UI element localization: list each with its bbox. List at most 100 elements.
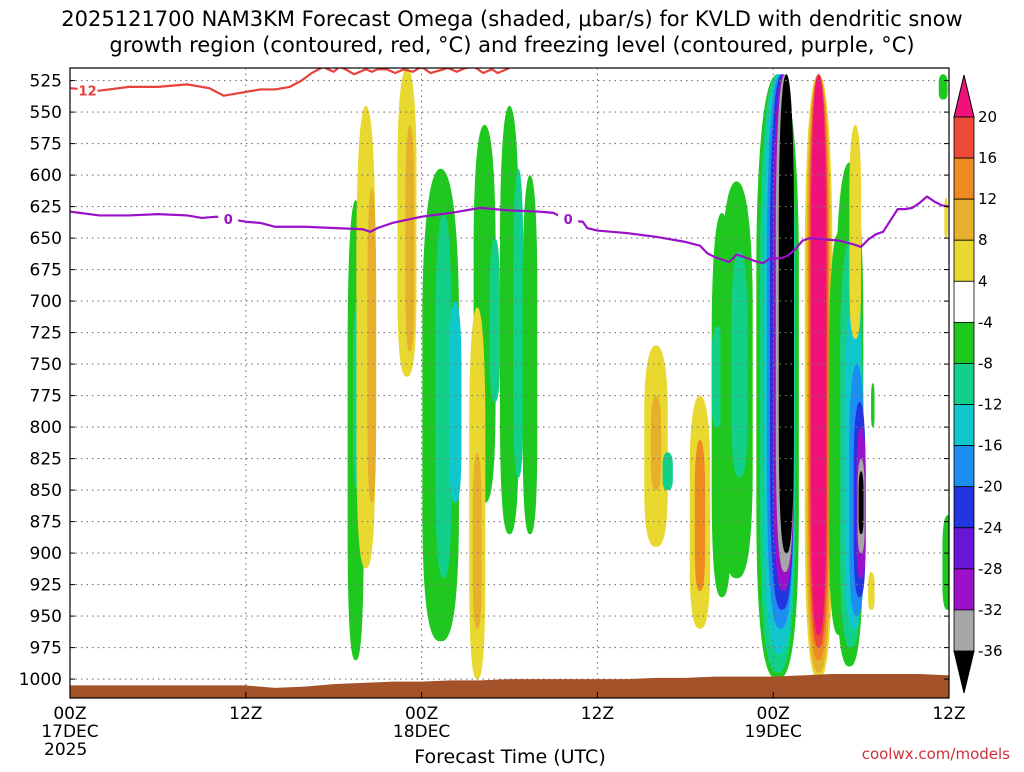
y-tick-label-15: 900 xyxy=(30,544,62,564)
omega-region-3 xyxy=(435,212,452,579)
colorbar-label-6: -8 xyxy=(978,354,993,372)
x-tick-date-4: 19DEC xyxy=(745,722,802,742)
omega-region-50 xyxy=(938,74,948,100)
colorbar-label-7: -12 xyxy=(978,396,1003,414)
y-tick-label-19: 1000 xyxy=(19,670,62,690)
contour-line-12-degC xyxy=(70,68,510,97)
omega-region-17 xyxy=(650,395,662,491)
plot-frame xyxy=(69,67,950,699)
y-tick-label-18: 975 xyxy=(30,639,62,659)
colorbar-label-12: -32 xyxy=(978,601,1003,619)
omega-region-24 xyxy=(731,250,748,478)
colorbar-bin-10 xyxy=(953,527,975,570)
y-tick-label-17: 950 xyxy=(30,607,62,627)
colorbar-label-11: -28 xyxy=(978,560,1003,578)
omega-shading xyxy=(347,68,949,680)
y-tick-label-10: 775 xyxy=(30,387,62,407)
colorbar-bin-4 xyxy=(953,280,975,323)
colorbar-bin-3 xyxy=(953,239,975,282)
omega-region-37 xyxy=(810,74,827,636)
y-tick-label-8: 725 xyxy=(30,324,62,344)
colorbar-top-triangle xyxy=(953,74,975,118)
y-tick-label-5: 650 xyxy=(30,229,62,249)
x-tick-label-3: 12Z xyxy=(581,704,614,724)
chart-title-line1: 2025121700 NAM3KM Forecast Omega (shaded… xyxy=(61,7,962,31)
colorbar-bin-8 xyxy=(953,445,975,488)
omega-region-6 xyxy=(489,238,500,402)
omega-region-15 xyxy=(472,452,482,629)
contour-label-bg-2 xyxy=(558,211,579,227)
omega-region-8 xyxy=(513,168,524,478)
contour-label-bg-1 xyxy=(218,211,239,227)
colorbar-bin-0 xyxy=(953,116,975,159)
chart-title-line2: growth region (contoured, red, °C) and f… xyxy=(109,33,914,57)
omega-region-48 xyxy=(871,383,875,428)
colorbar-bin-5 xyxy=(953,321,975,364)
colorbar-bin-1 xyxy=(953,157,975,200)
contour-line-0-degC xyxy=(70,195,949,265)
omega-region-47 xyxy=(849,124,862,339)
y-tick-label-3: 600 xyxy=(30,166,62,186)
x-tick-year-0: 2025 xyxy=(44,740,87,760)
y-tick-label-16: 925 xyxy=(30,576,62,596)
y-tick-label-11: 800 xyxy=(30,418,62,438)
omega-region-52 xyxy=(944,197,948,239)
contour-label-bg-0 xyxy=(77,82,98,98)
x-tick-label-5: 12Z xyxy=(932,704,965,724)
colorbar-label-4: 4 xyxy=(978,272,988,290)
terrain-fill xyxy=(70,674,949,698)
colorbar-label-2: 12 xyxy=(978,190,997,208)
omega-region-13 xyxy=(405,124,415,352)
colorbar-bin-12 xyxy=(953,609,975,652)
contour-label-0: 12 xyxy=(79,85,97,100)
omega-region-51 xyxy=(942,515,949,610)
colorbar-bin-11 xyxy=(953,568,975,611)
y-tick-label-1: 550 xyxy=(30,103,62,123)
omega-region-9 xyxy=(522,175,538,535)
contour-label-2: 0 xyxy=(564,213,573,228)
omega-region-19 xyxy=(694,439,706,591)
omega-region-11 xyxy=(367,187,377,503)
colorbar-label-1: 16 xyxy=(978,149,997,167)
y-tick-label-7: 700 xyxy=(30,292,62,312)
colorbar-bin-7 xyxy=(953,404,975,447)
colorbar-label-3: 8 xyxy=(978,231,988,249)
y-tick-label-12: 825 xyxy=(30,450,62,470)
contour-lines: 12 0 0 xyxy=(70,68,949,265)
y-tick-label-6: 675 xyxy=(30,261,62,281)
x-tick-label-2: 00Z xyxy=(405,704,438,724)
y-axis-ticks: 525 550 575 600 625 650 675 700 725 750 775 800 825 8… xyxy=(19,72,949,690)
colorbar-bottom-triangle xyxy=(953,650,975,694)
x-axis-title: Forecast Time (UTC) xyxy=(414,746,605,768)
y-tick-label-4: 625 xyxy=(30,198,62,218)
x-tick-date-0: 17DEC xyxy=(41,722,98,742)
x-tick-label-4: 00Z xyxy=(757,704,790,724)
omega-region-4 xyxy=(449,301,462,503)
colorbar-label-10: -24 xyxy=(978,519,1003,537)
colorbar-label-13: -36 xyxy=(978,642,1003,660)
colorbar-bin-2 xyxy=(953,198,975,241)
contour-label-1: 0 xyxy=(224,213,233,228)
colorbar: 20 16 12 8 4 -4 -8 -12 -16 -20 -24 -28 -32 -36 xyxy=(953,74,1003,694)
y-tick-label-0: 525 xyxy=(30,72,62,92)
colorbar-label-0: 20 xyxy=(978,108,997,126)
colorbar-label-9: -20 xyxy=(978,478,1003,496)
y-tick-label-9: 750 xyxy=(30,355,62,375)
colorbar-bin-9 xyxy=(953,486,975,529)
omega-region-32 xyxy=(778,74,795,554)
omega-region-20 xyxy=(662,452,673,491)
credit-text: coolwx.com/models xyxy=(862,745,1010,763)
y-tick-label-2: 575 xyxy=(30,135,62,155)
x-tick-label-1: 12Z xyxy=(229,704,262,724)
terrain xyxy=(70,674,949,698)
omega-region-46 xyxy=(858,471,864,535)
y-tick-label-13: 850 xyxy=(30,481,62,501)
colorbar-bin-6 xyxy=(953,363,975,405)
omega-region-49 xyxy=(868,572,875,610)
x-tick-label-0: 00Z xyxy=(53,704,86,724)
colorbar-label-8: -16 xyxy=(978,437,1003,455)
y-tick-label-14: 875 xyxy=(30,513,62,533)
